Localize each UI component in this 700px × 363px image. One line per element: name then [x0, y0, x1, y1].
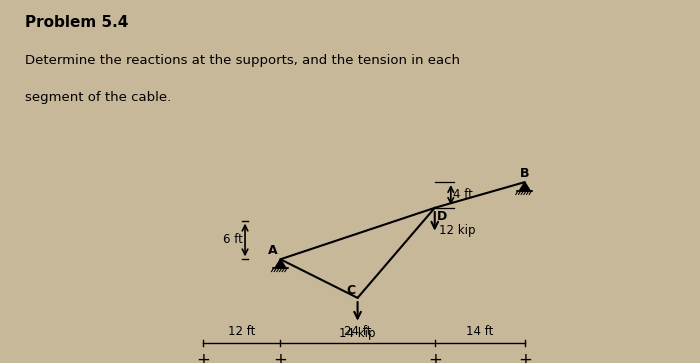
- Text: B: B: [520, 167, 529, 180]
- Text: +: +: [274, 351, 287, 363]
- Text: Problem 5.4: Problem 5.4: [25, 15, 128, 29]
- Text: +: +: [428, 351, 442, 363]
- Text: 14 ft: 14 ft: [466, 325, 494, 338]
- Text: 24 ft: 24 ft: [344, 325, 371, 338]
- Text: 6 ft: 6 ft: [223, 233, 242, 246]
- Text: segment of the cable.: segment of the cable.: [25, 91, 171, 104]
- Polygon shape: [519, 182, 530, 191]
- Text: C: C: [346, 284, 356, 297]
- Text: A: A: [267, 244, 277, 257]
- Text: +: +: [518, 351, 532, 363]
- Polygon shape: [275, 259, 286, 268]
- Text: Determine the reactions at the supports, and the tension in each: Determine the reactions at the supports,…: [25, 54, 460, 68]
- Text: 12 ft: 12 ft: [228, 325, 256, 338]
- Text: +: +: [196, 351, 210, 363]
- Text: 4 ft: 4 ft: [454, 188, 473, 201]
- Text: 14 kip: 14 kip: [340, 327, 376, 340]
- Text: D: D: [438, 210, 447, 223]
- Text: 12 kip: 12 kip: [439, 224, 475, 237]
